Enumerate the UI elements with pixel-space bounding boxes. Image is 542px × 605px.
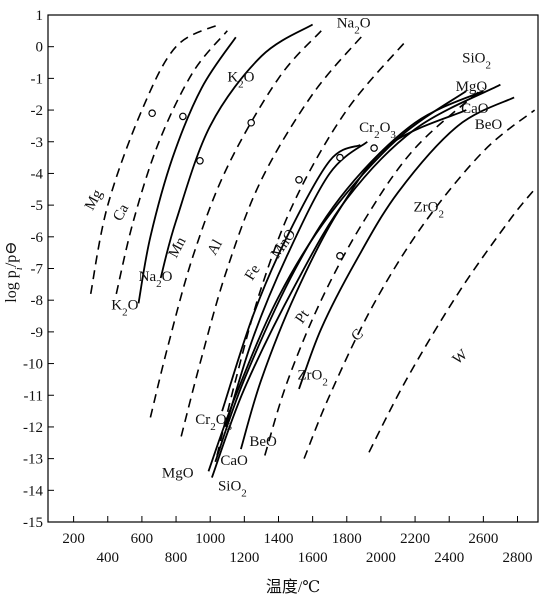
x-tick-label: 800 xyxy=(165,550,188,566)
y-tick-label: 1 xyxy=(36,8,44,24)
x-tick-label: 600 xyxy=(131,531,154,547)
curve-label: BeO xyxy=(475,117,503,133)
curve-label: MgO xyxy=(162,466,194,482)
x-tick-label: 400 xyxy=(97,550,120,566)
curve-mg xyxy=(89,23,220,295)
curve-label: C xyxy=(348,326,366,344)
curve-pt xyxy=(264,87,484,456)
curve-k2o xyxy=(137,36,237,304)
y-tick-label: -15 xyxy=(23,515,43,531)
curve-marker xyxy=(148,109,156,118)
y-tick-label: -11 xyxy=(24,388,43,404)
curve-beo xyxy=(240,109,467,450)
x-tick-label: 2000 xyxy=(366,550,396,566)
x-tick-label: 200 xyxy=(62,531,85,547)
y-tick-label: -13 xyxy=(23,452,43,468)
x-tick-label: 2800 xyxy=(503,550,533,566)
curve-label: W xyxy=(450,346,472,368)
curve-label: CaO xyxy=(220,453,248,469)
curve-marker xyxy=(196,156,204,165)
y-tick-label: -10 xyxy=(23,357,43,373)
curve-marker xyxy=(336,252,344,260)
curve-na2o xyxy=(159,23,314,279)
curve-label: CaO xyxy=(461,101,489,117)
curve-label: MgO xyxy=(456,79,488,95)
curve-label: Mg xyxy=(82,187,106,213)
curve-cr2o3 xyxy=(221,144,361,412)
curve-marker xyxy=(370,144,378,152)
curve-ca xyxy=(115,30,228,295)
curve-marker xyxy=(336,153,344,162)
curve-marker xyxy=(179,112,187,121)
curve-mno xyxy=(224,141,368,428)
curve-label: Al xyxy=(205,237,226,258)
curve-marker xyxy=(247,118,255,127)
y-tick-label: -1 xyxy=(31,71,44,87)
x-tick-label: 2600 xyxy=(468,531,498,547)
x-tick-label: 1600 xyxy=(298,550,328,566)
y-tick-label: -7 xyxy=(31,262,44,278)
x-tick-label: 1000 xyxy=(195,531,225,547)
y-tick-label: -2 xyxy=(31,103,44,119)
curve-label: Cr2O3 xyxy=(195,412,232,433)
x-tick-label: 2400 xyxy=(434,550,464,566)
y-tick-label: 0 xyxy=(36,40,44,56)
curve-label: SiO2 xyxy=(218,478,247,499)
curve-label: K2O xyxy=(111,298,138,319)
curve-sio2 xyxy=(211,83,501,478)
x-tick-label: 2200 xyxy=(400,531,430,547)
x-tick-label: 1800 xyxy=(332,531,362,547)
y-tick-label: -12 xyxy=(23,420,43,436)
curve-label: Mn xyxy=(166,234,190,260)
y-axis-ticks: 1 0 -1 -2 -3 -4 -5 -6 -7 -8 -9 -10 -11 -12 -13 -14 -15 xyxy=(23,8,54,531)
curve-label: MnO xyxy=(268,226,299,261)
curve-label: SiO2 xyxy=(462,51,491,72)
curve-zro2 xyxy=(298,96,515,390)
curve-al xyxy=(180,33,365,437)
curve-label: Ca xyxy=(110,201,132,224)
curve-mgo xyxy=(207,90,467,472)
curve-label: K2O xyxy=(227,70,254,91)
curve-mn xyxy=(149,30,322,418)
curve-label: Cr2O3 xyxy=(359,120,396,141)
curve-label: BeO xyxy=(249,434,277,450)
y-tick-label: -3 xyxy=(31,135,44,151)
marker-layer xyxy=(148,109,378,260)
y-tick-label: -14 xyxy=(23,483,43,499)
curve-c xyxy=(303,109,536,459)
curve-label: Na2O xyxy=(337,16,371,37)
y-axis-title: log pi/p⊖ xyxy=(3,241,25,302)
y-tick-label: -6 xyxy=(31,230,44,246)
y-tick-label: -4 xyxy=(31,166,44,182)
y-tick-label: -8 xyxy=(31,293,44,309)
x-axis-title: 温度/℃ xyxy=(266,578,320,596)
curve-label: Na2O xyxy=(139,269,173,290)
curve-w xyxy=(368,188,536,453)
curve-label: ZrO2 xyxy=(413,199,444,220)
curve-label: Fe xyxy=(242,262,264,283)
curve-label: ZrO2 xyxy=(297,367,328,388)
x-tick-label: 1400 xyxy=(263,531,293,547)
x-tick-label: 1200 xyxy=(229,550,259,566)
curve-marker xyxy=(295,175,303,184)
curve-fe xyxy=(216,39,408,456)
y-tick-label: -5 xyxy=(31,198,44,214)
y-tick-label: -9 xyxy=(31,325,44,341)
